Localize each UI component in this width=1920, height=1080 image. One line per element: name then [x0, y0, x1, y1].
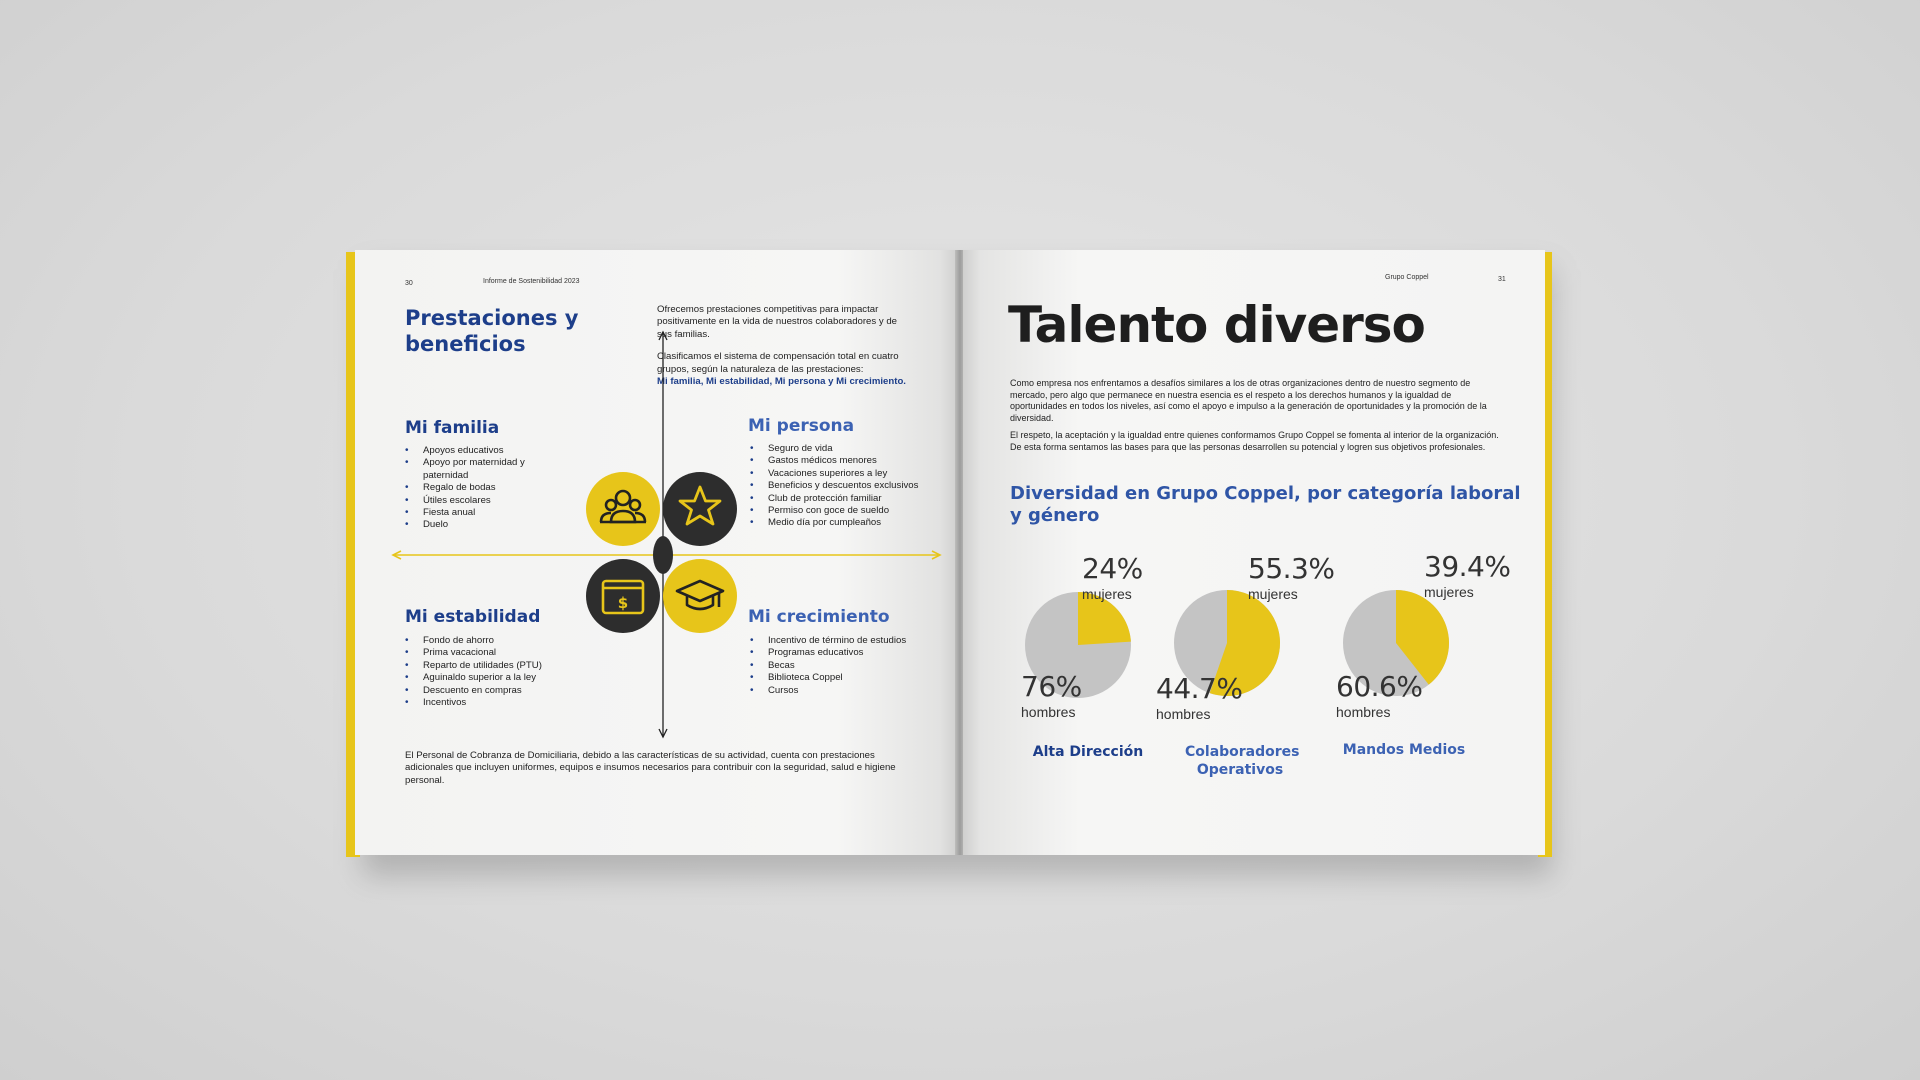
- circle-mi-estabilidad: $: [586, 559, 660, 633]
- circle-mi-familia: [586, 472, 660, 546]
- list-item: Reparto de utilidades (PTU): [405, 660, 565, 673]
- list-item: Vacaciones superiores a ley: [750, 468, 940, 481]
- list-item: Incentivos: [405, 697, 565, 710]
- list-item: Seguro de vida: [750, 443, 940, 456]
- list-item: Programas educativos: [750, 647, 940, 660]
- list-item: Duelo: [405, 519, 555, 532]
- group-title-mi-persona: Mi persona: [748, 416, 855, 436]
- label-mujeres: mujeres: [1248, 586, 1298, 602]
- left-page: 30 Informe de Sostenibilidad 2023 Presta…: [355, 250, 958, 855]
- pct-mujeres-alta-direccion: 24%: [1082, 552, 1143, 585]
- running-head-left: Informe de Sostenibilidad 2023: [483, 278, 580, 285]
- list-item: Becas: [750, 660, 940, 673]
- label-mujeres: mujeres: [1082, 586, 1132, 602]
- body-paragraph-2: El respeto, la aceptación y la igualdad …: [1010, 430, 1499, 452]
- category-alta-direccion: Alta Dirección: [1032, 744, 1144, 760]
- list-item: Regalo de bodas: [405, 482, 555, 495]
- list-item: Fondo de ahorro: [405, 635, 565, 648]
- group-title-mi-crecimiento: Mi crecimiento: [748, 607, 890, 627]
- list-item: Cursos: [750, 685, 940, 698]
- list-mi-persona: Seguro de vida Gastos médicos menores Va…: [750, 443, 940, 530]
- list-item: Incentivo de término de estudios: [750, 635, 940, 648]
- pct-hombres-colaboradores: 44.7%: [1156, 672, 1243, 705]
- list-item: Club de protección familiar: [750, 493, 940, 506]
- list-item: Fiesta anual: [405, 507, 555, 520]
- page-title: Talento diverso: [1008, 296, 1426, 354]
- pct-hombres-alta-direccion: 76%: [1021, 670, 1082, 703]
- circle-mi-crecimiento: [663, 559, 737, 633]
- category-colaboradores-operativos: Colaboradores Operativos: [1185, 744, 1300, 778]
- pct-mujeres-colaboradores: 55.3%: [1248, 552, 1335, 585]
- pct-hombres-mandos-medios: 60.6%: [1336, 670, 1423, 703]
- list-mi-crecimiento: Incentivo de término de estudios Program…: [750, 635, 940, 697]
- pie-slice-mujeres: [1209, 590, 1280, 696]
- running-head-right: Grupo Coppel: [1385, 274, 1429, 281]
- label-hombres: hombres: [1021, 704, 1076, 720]
- intro-paragraph: Ofrecemos prestaciones competitivas para…: [657, 304, 906, 388]
- list-item: Apoyo por maternidad y paternidad: [405, 457, 555, 482]
- list-mi-estabilidad: Fondo de ahorro Prima vacacional Reparto…: [405, 635, 565, 710]
- group-title-mi-estabilidad: Mi estabilidad: [405, 607, 541, 627]
- list-item: Gastos médicos menores: [750, 455, 940, 468]
- star-icon: [678, 485, 722, 526]
- label-mujeres: mujeres: [1424, 584, 1474, 600]
- diversity-pie-charts: [1025, 590, 1449, 698]
- label-hombres: hombres: [1156, 706, 1211, 722]
- section-title: Prestaciones y beneficios: [405, 306, 579, 357]
- pie-slice-mujeres: [1078, 592, 1131, 645]
- list-item: Aguinaldo superior a la ley: [405, 672, 565, 685]
- list-item: Biblioteca Coppel: [750, 672, 940, 685]
- svg-text:$: $: [618, 594, 628, 612]
- graduation-cap-icon: [675, 579, 725, 611]
- pie-slice-mujeres: [1396, 590, 1449, 685]
- list-item: Permiso con goce de sueldo: [750, 505, 940, 518]
- list-item: Útiles escolares: [405, 495, 555, 508]
- petal-joint-dark: [653, 536, 673, 574]
- label-hombres: hombres: [1336, 704, 1391, 720]
- page-number-left: 30: [405, 280, 413, 287]
- list-item: Prima vacacional: [405, 647, 565, 660]
- list-item: Beneficios y descuentos exclusivos: [750, 480, 940, 493]
- pie-colaboradores-operativos: [1174, 590, 1280, 696]
- pie-mandos-medios: [1343, 590, 1449, 696]
- pct-mujeres-mandos-medios: 39.4%: [1424, 550, 1511, 583]
- pie-alta-direccion: [1025, 592, 1131, 698]
- chart-heading: Diversidad en Grupo Coppel, por categorí…: [1010, 483, 1521, 526]
- money-card-icon: $: [601, 579, 645, 615]
- footer-note: El Personal de Cobranza de Domiciliaria,…: [405, 750, 896, 786]
- list-item: Descuento en compras: [405, 685, 565, 698]
- right-page: Grupo Coppel 31 Talento diverso Como emp…: [963, 250, 1545, 855]
- body-paragraph-1: Como empresa nos enfrentamos a desafíos …: [1010, 378, 1487, 424]
- category-mandos-medios: Mandos Medios: [1342, 742, 1466, 758]
- list-mi-familia: Apoyos educativos Apoyo por maternidad y…: [405, 445, 555, 532]
- circle-mi-persona: [663, 472, 737, 546]
- list-item: Apoyos educativos: [405, 445, 555, 458]
- group-title-mi-familia: Mi familia: [405, 418, 500, 438]
- list-item: Medio día por cumpleaños: [750, 517, 940, 530]
- book-gutter: [955, 250, 965, 855]
- family-icon: [599, 489, 647, 524]
- page-number-right: 31: [1498, 276, 1506, 283]
